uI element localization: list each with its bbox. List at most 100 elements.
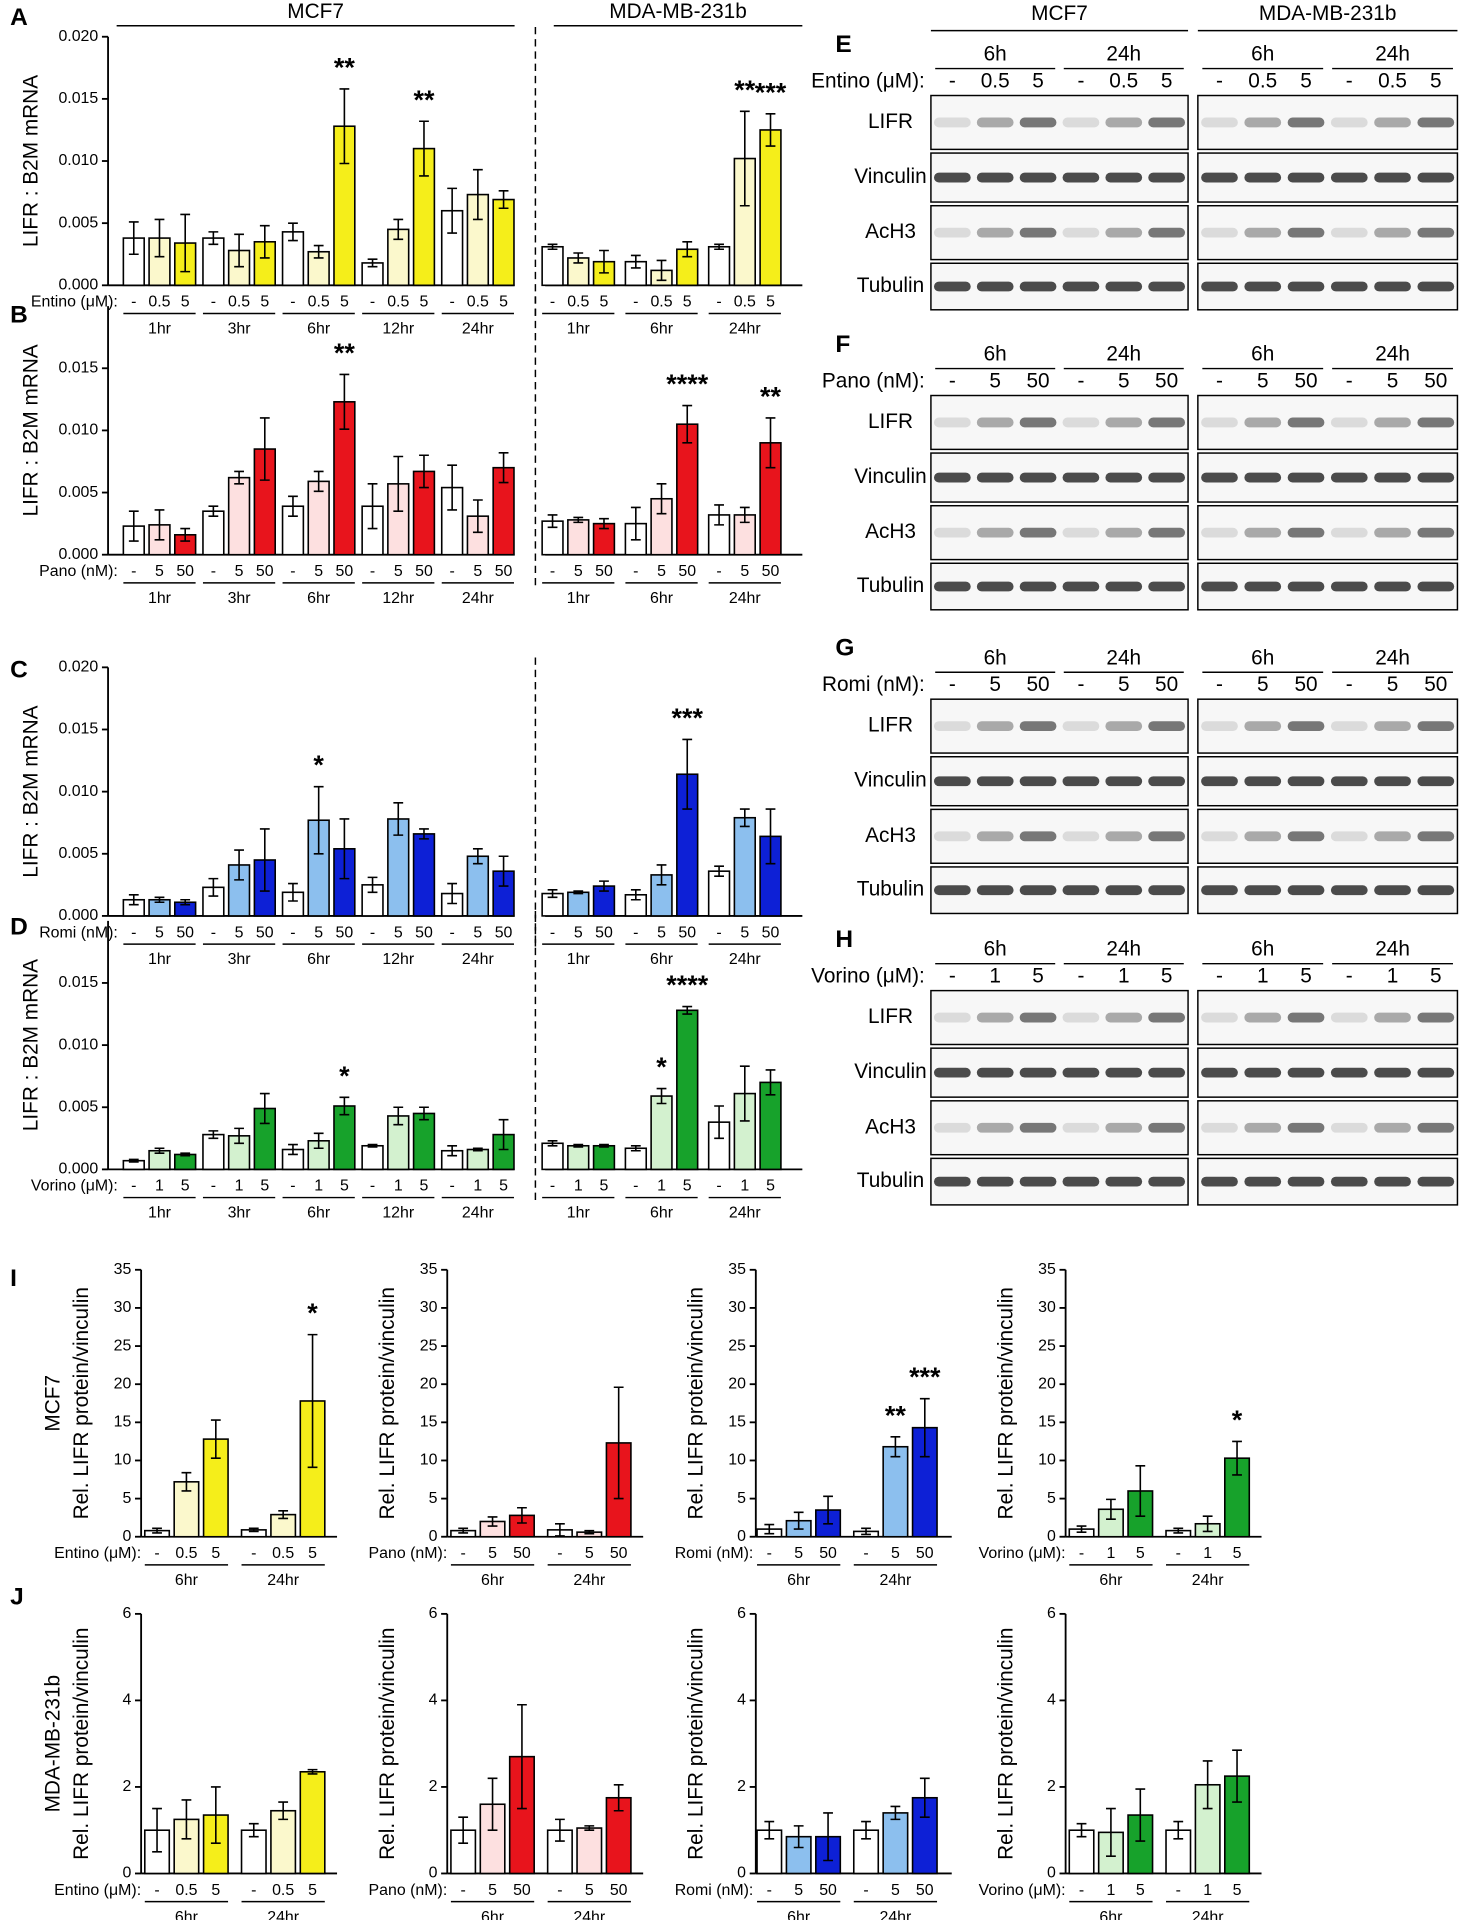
group-label: 3hr xyxy=(228,590,252,607)
dose-label: - xyxy=(211,563,216,580)
row-label: AcH3 xyxy=(865,220,916,243)
dose-label: - xyxy=(370,563,375,580)
bar xyxy=(541,245,564,287)
y-tick-label: 0.000 xyxy=(58,546,98,563)
band xyxy=(1148,417,1185,428)
error-bar xyxy=(180,527,191,542)
dose-label: 50 xyxy=(1155,370,1178,393)
y-tick-label: 25 xyxy=(420,1337,438,1354)
y-tick-label: 0.010 xyxy=(58,152,98,169)
dose-label: 1 xyxy=(574,1178,583,1195)
dose-label: 5 xyxy=(740,924,749,941)
band xyxy=(1244,417,1282,428)
band xyxy=(1105,1122,1143,1133)
dose-label: 5 xyxy=(1136,1545,1145,1562)
band xyxy=(1105,172,1143,183)
band xyxy=(1148,831,1185,842)
band xyxy=(1062,117,1100,128)
band xyxy=(976,1122,1014,1133)
significance: * xyxy=(656,1052,667,1082)
error-bar xyxy=(1076,1525,1087,1533)
dose-label: - xyxy=(633,294,638,311)
error-bar xyxy=(739,110,750,207)
blot-frame xyxy=(930,452,1189,503)
group-label: 12hr xyxy=(382,1205,415,1222)
bar xyxy=(361,1144,384,1171)
dose-label: 50 xyxy=(513,1545,531,1562)
band xyxy=(1148,1122,1185,1133)
y-axis-label: Rel. LIFR protein/vinculin xyxy=(685,1628,708,1860)
group-label: 6hr xyxy=(307,321,331,338)
y-tick-label: 0.005 xyxy=(58,214,98,231)
blot-frame xyxy=(930,504,1189,561)
dose-label: 5 xyxy=(1233,1882,1242,1899)
dose-label: 50 xyxy=(595,563,613,580)
band xyxy=(1244,172,1282,183)
error-bar xyxy=(154,509,165,541)
error-bar xyxy=(393,802,404,836)
band xyxy=(933,831,971,842)
band xyxy=(1330,117,1368,128)
error-bar xyxy=(393,218,404,241)
band xyxy=(1201,1122,1238,1133)
y-tick-label: 30 xyxy=(1038,1299,1056,1316)
dose-label: - xyxy=(716,294,721,311)
band xyxy=(976,721,1014,732)
dose-label: - xyxy=(154,1882,159,1899)
band xyxy=(1019,1122,1057,1133)
band xyxy=(976,1176,1014,1187)
band xyxy=(1062,472,1100,483)
significance: **** xyxy=(666,369,708,399)
error-bar xyxy=(765,112,776,147)
dose-label: - xyxy=(251,1882,256,1899)
band xyxy=(1417,1176,1455,1187)
band xyxy=(976,1067,1014,1078)
dose-label: 5 xyxy=(308,1882,317,1899)
dose-label: - xyxy=(1077,965,1084,988)
blot-frame xyxy=(1197,1047,1459,1098)
group-label: 24hr xyxy=(573,1909,606,1920)
blot-frame xyxy=(930,989,1189,1046)
dose-label: - xyxy=(370,1178,375,1195)
band xyxy=(976,1012,1014,1023)
panel-letter: D xyxy=(10,914,28,941)
bar xyxy=(576,1827,603,1875)
y-tick-label: 6 xyxy=(737,1605,746,1622)
dose-label: 5 xyxy=(1387,370,1399,393)
dose-label: 5 xyxy=(1430,965,1442,988)
dose-label: 5 xyxy=(585,1882,594,1899)
dose-label: 0.5 xyxy=(567,294,589,311)
error-bar xyxy=(180,898,191,906)
error-bar xyxy=(1173,1527,1184,1534)
error-bar xyxy=(547,514,558,529)
band xyxy=(1287,1067,1325,1078)
dose-label: - xyxy=(716,563,721,580)
treatment-label: Pano (nM): xyxy=(369,1545,448,1562)
dose-label: 5 xyxy=(1300,70,1312,93)
band xyxy=(1105,831,1143,842)
y-tick-label: 35 xyxy=(114,1261,132,1278)
band xyxy=(933,417,971,428)
dose-label: - xyxy=(1079,1545,1084,1562)
y-tick-label: 20 xyxy=(1038,1375,1056,1392)
error-bar xyxy=(447,187,458,234)
dose-label: 5 xyxy=(473,563,482,580)
time-label: 24h xyxy=(1375,43,1410,66)
error-bar xyxy=(630,506,641,541)
y-tick-label: 2 xyxy=(122,1778,131,1795)
dose-label: - xyxy=(290,294,295,311)
dose-label: 5 xyxy=(740,563,749,580)
time-label: 6h xyxy=(1251,646,1274,669)
band xyxy=(1330,831,1368,842)
dose-label: - xyxy=(1077,370,1084,393)
y-tick-label: 0 xyxy=(1047,1865,1056,1882)
error-bar xyxy=(573,1143,584,1148)
dose-label: - xyxy=(1216,673,1223,696)
band xyxy=(1417,776,1455,787)
error-bar xyxy=(152,1807,162,1853)
band xyxy=(976,776,1014,787)
group-label: 24hr xyxy=(729,1205,762,1222)
dose-label: 50 xyxy=(256,924,274,941)
dose-label: - xyxy=(550,1178,555,1195)
dose-label: 50 xyxy=(1294,673,1317,696)
